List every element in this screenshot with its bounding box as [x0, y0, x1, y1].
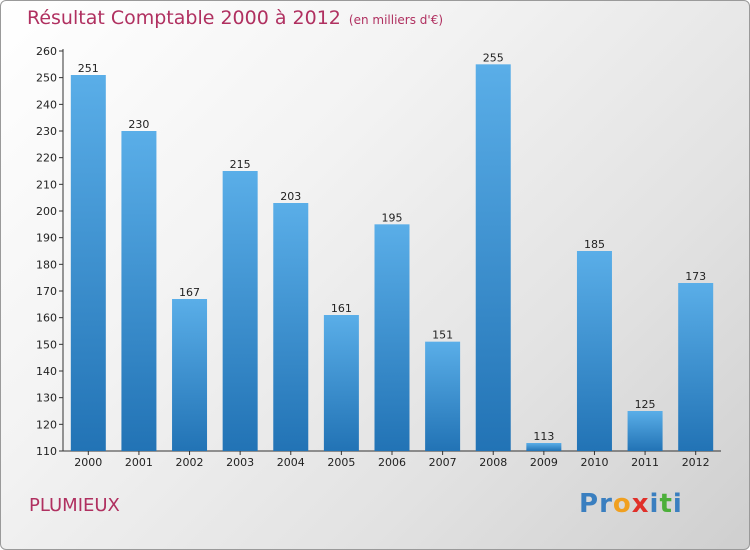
chart-title-text: Résultat Comptable 2000 à 2012 [27, 7, 341, 29]
bar-2008 [475, 64, 511, 452]
x-tick-label: 2012 [682, 456, 710, 469]
bar-2012 [678, 283, 714, 451]
data-label: 203 [280, 190, 301, 203]
x-tick-label: 2004 [277, 456, 305, 469]
data-label: 251 [78, 62, 99, 75]
bar-2003 [222, 171, 258, 451]
logo-letter: r [599, 489, 613, 519]
y-tick-label: 230 [36, 125, 57, 138]
bar-2006 [374, 224, 410, 451]
data-label: 230 [128, 118, 149, 131]
x-tick-label: 2002 [176, 456, 204, 469]
data-label: 113 [533, 430, 554, 443]
data-label: 167 [179, 286, 200, 299]
y-tick-label: 150 [36, 338, 57, 351]
data-label: 151 [432, 329, 453, 342]
y-tick-label: 180 [36, 258, 57, 271]
x-tick-label: 2008 [479, 456, 507, 469]
y-tick-label: 200 [36, 205, 57, 218]
y-tick-label: 160 [36, 312, 57, 325]
data-label: 215 [230, 158, 251, 171]
logo-letter: t [659, 489, 673, 519]
y-tick-label: 220 [36, 152, 57, 165]
proxiti-logo[interactable]: Proxiti [579, 489, 683, 519]
x-tick-label: 2011 [631, 456, 659, 469]
data-label: 185 [584, 238, 605, 251]
y-tick-label: 210 [36, 178, 57, 191]
x-tick-label: 2000 [74, 456, 102, 469]
bar-2005 [323, 315, 359, 451]
x-tick-label: 2006 [378, 456, 406, 469]
y-tick-label: 250 [36, 72, 57, 85]
y-tick-label: 260 [36, 45, 57, 58]
bar-2010 [576, 251, 612, 451]
town-name: PLUMIEUX [29, 495, 120, 516]
y-tick-label: 120 [36, 418, 57, 431]
bar-2009 [526, 443, 562, 451]
x-tick-label: 2003 [226, 456, 254, 469]
y-tick-label: 170 [36, 285, 57, 298]
y-tick-label: 240 [36, 98, 57, 111]
y-tick-label: 130 [36, 392, 57, 405]
data-label: 161 [331, 302, 352, 315]
chart-subtitle: (en milliers d'€) [348, 13, 444, 27]
chart-bars [70, 64, 714, 452]
data-label: 195 [382, 211, 403, 224]
bar-2001 [121, 131, 157, 451]
logo-letter: x [631, 489, 650, 519]
data-label: 255 [483, 51, 504, 64]
y-tick-label: 140 [36, 365, 57, 378]
logo-letter: o [612, 489, 632, 519]
x-tick-label: 2001 [125, 456, 153, 469]
logo-letter: P [579, 489, 600, 519]
chart-data-labels: 251 230 167 215 203 161 195 151 255 113 185 125 173 [78, 51, 706, 443]
bar-2011 [627, 411, 663, 451]
y-tick-label: 110 [36, 445, 57, 458]
x-tick-label: 2007 [429, 456, 457, 469]
bar-2002 [172, 299, 208, 451]
bar-2007 [425, 341, 461, 451]
data-label: 125 [635, 398, 656, 411]
x-tick-label: 2005 [327, 456, 355, 469]
logo-letter: i [672, 489, 683, 519]
data-label: 173 [685, 270, 706, 283]
x-tick-label: 2009 [530, 456, 558, 469]
x-tick-label: 2010 [580, 456, 608, 469]
bar-2004 [273, 203, 309, 451]
chart-title: Résultat Comptable 2000 à 2012 (en millie… [27, 7, 443, 29]
logo-letter: i [649, 489, 660, 519]
bar-2000 [70, 75, 106, 451]
y-tick-label: 190 [36, 232, 57, 245]
